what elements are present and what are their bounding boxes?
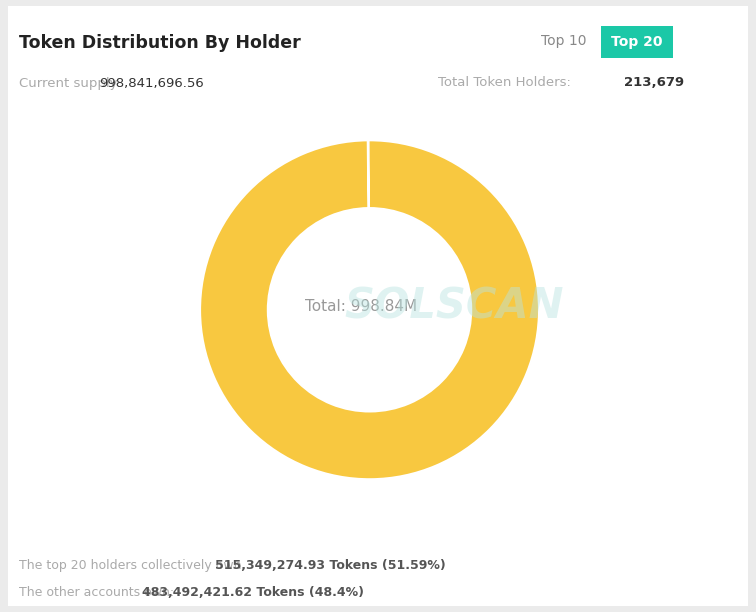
Text: The top 20 holders collectively own: The top 20 holders collectively own [19,559,246,572]
Wedge shape [344,142,355,209]
Wedge shape [296,154,330,218]
Text: Token Distribution By Holder: Token Distribution By Holder [19,34,301,51]
Wedge shape [332,144,349,211]
Text: 483,492,421.62 Tokens (48.4%): 483,492,421.62 Tokens (48.4%) [142,586,364,599]
Wedge shape [202,239,277,296]
Wedge shape [338,143,352,210]
Wedge shape [358,141,363,208]
Text: Total: 998.84M: Total: 998.84M [305,299,417,314]
Wedge shape [317,147,341,213]
Text: 998,841,696.56: 998,841,696.56 [99,76,204,89]
Text: 213,679: 213,679 [624,76,684,89]
Wedge shape [254,174,308,236]
Text: 515,349,274.93 Tokens (51.59%): 515,349,274.93 Tokens (51.59%) [215,559,446,572]
Text: Top 10: Top 10 [541,34,586,48]
Wedge shape [349,141,358,209]
Text: The other accounts own:: The other accounts own: [19,586,178,599]
Wedge shape [284,159,324,222]
Wedge shape [209,140,539,479]
Wedge shape [325,145,345,212]
Wedge shape [200,140,539,479]
Wedge shape [354,141,361,209]
FancyBboxPatch shape [595,24,679,61]
Text: SOLSCAN: SOLSCAN [345,285,564,327]
Wedge shape [200,140,539,479]
Wedge shape [200,140,539,479]
Text: Top 20: Top 20 [611,35,663,49]
Wedge shape [200,290,273,362]
Text: Current supply:: Current supply: [19,76,121,89]
Text: Total Token Holders:: Total Token Holders: [438,76,572,89]
Wedge shape [307,150,336,215]
Wedge shape [271,165,317,227]
Wedge shape [217,209,287,265]
Wedge shape [235,188,299,248]
